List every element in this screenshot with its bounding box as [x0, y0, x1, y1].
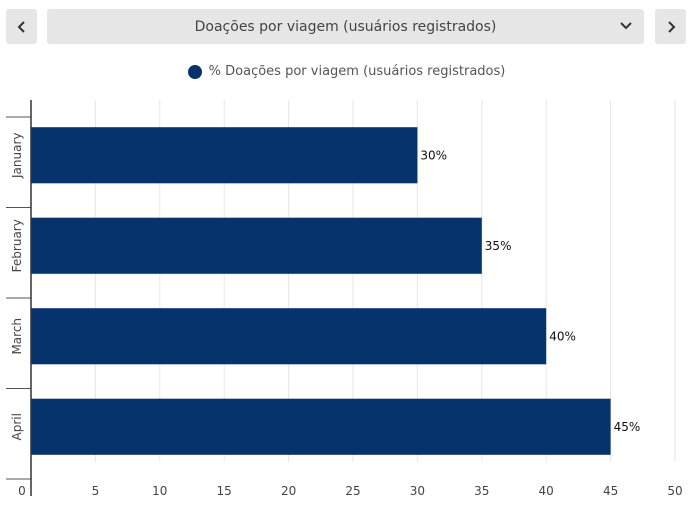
x-tick-label: 25 [345, 484, 360, 498]
category-label: April [10, 413, 24, 440]
chevron-left-icon [17, 20, 25, 33]
chart-selector-label: Doações por viagem (usuários registrados… [194, 18, 497, 35]
x-tick-label: 20 [281, 484, 296, 498]
bar-chart: 30% January 35% February 40% March 45% April 0 5 1… [6, 100, 683, 498]
data-label: 30% [420, 148, 447, 162]
legend-label: % Doações por viagem (usuários registrad… [208, 64, 506, 79]
data-label: 35% [485, 239, 512, 253]
x-tick-label: 5 [92, 484, 100, 498]
next-button[interactable] [655, 9, 686, 44]
bar-march [31, 308, 547, 365]
bar-april [31, 398, 611, 455]
x-tick-label: 50 [667, 484, 682, 498]
previous-button[interactable] [6, 9, 37, 44]
x-tick-label: 35 [474, 484, 489, 498]
bar-january [31, 127, 418, 184]
data-label: 40% [549, 329, 576, 343]
bar-february [31, 217, 482, 274]
chart-legend[interactable]: % Doações por viagem (usuários registrad… [0, 64, 693, 79]
x-tick-label: 0 [18, 484, 26, 498]
chart-selector-dropdown[interactable]: Doações por viagem (usuários registrados… [47, 9, 644, 44]
category-label: January [10, 133, 24, 180]
chevron-down-icon [620, 22, 632, 30]
x-tick-label: 30 [410, 484, 425, 498]
category-label: February [10, 219, 24, 272]
x-tick-label: 45 [603, 484, 618, 498]
chevron-right-icon [667, 20, 675, 33]
x-tick-label: 15 [217, 484, 232, 498]
data-label: 45% [614, 420, 641, 434]
legend-swatch [187, 64, 202, 79]
x-tick-label: 10 [152, 484, 167, 498]
category-label: March [10, 318, 24, 355]
x-tick-label: 40 [539, 484, 554, 498]
